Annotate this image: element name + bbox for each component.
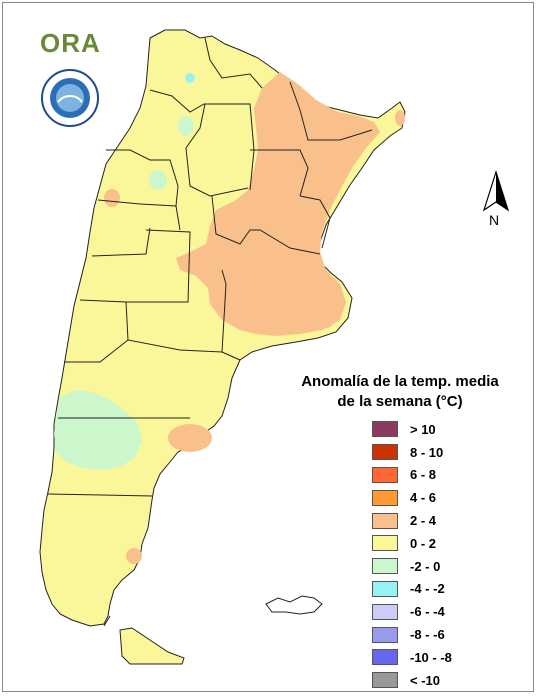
legend-swatch [372, 421, 398, 438]
legend-label: 6 - 8 [410, 467, 437, 483]
warm-area-patagonia-coast [168, 424, 212, 452]
legend-swatch [372, 444, 398, 461]
legend-item: 8 - 10 [372, 441, 452, 464]
north-label: N [489, 212, 500, 228]
legend-swatch [372, 649, 398, 666]
legend-label: -6 - -4 [410, 604, 445, 620]
legend-label: -10 - -8 [410, 649, 452, 665]
warm-area-cuyo [104, 189, 120, 207]
legend-swatch [372, 603, 398, 620]
legend-swatch [372, 558, 398, 575]
north-arrow-icon [482, 170, 510, 212]
legend-swatch [372, 466, 398, 483]
legend-item: -4 - -2 [372, 578, 452, 601]
legend-item: 4 - 6 [372, 486, 452, 509]
legend-label: -2 - 0 [410, 558, 441, 574]
legend-item: -8 - -6 [372, 623, 452, 646]
legend-swatch [372, 672, 398, 689]
legend-item: 6 - 8 [372, 464, 452, 487]
legend-title: Anomalía de la temp. media de la semana … [290, 372, 510, 412]
legend-swatch [372, 489, 398, 506]
smn-seal-icon [41, 69, 99, 127]
legend-label: 2 - 4 [410, 513, 437, 529]
province-borders [47, 37, 373, 627]
warm-area-south [126, 548, 142, 564]
warm-area-buenos-aires [319, 316, 333, 328]
legend-item: -10 - -8 [372, 646, 452, 669]
legend-item: > 10 [372, 418, 452, 441]
legend-item: -2 - 0 [372, 555, 452, 578]
legend-swatch [372, 512, 398, 529]
ora-logo: ORA [40, 28, 101, 58]
legend-title-line2: de la semana (°C) [337, 393, 463, 410]
legend-item: -6 - -4 [372, 600, 452, 623]
legend-label: < -10 [410, 672, 440, 688]
legend-label: 4 - 6 [410, 490, 437, 506]
legend-item: 2 - 4 [372, 509, 452, 532]
legend-label: > 10 [410, 421, 436, 437]
warm-area-northeast [176, 72, 380, 336]
legend-label: -4 - -2 [410, 581, 445, 597]
legend-label: -8 - -6 [410, 627, 445, 643]
legend-swatch [372, 580, 398, 597]
legend-swatch [372, 535, 398, 552]
malvinas-islands [265, 595, 323, 615]
cool-area-patagonia [54, 390, 142, 470]
legend-swatch [372, 626, 398, 643]
tierra-del-fuego [119, 627, 185, 665]
legend: > 10 8 - 10 6 - 8 4 - 6 2 - 4 0 - 2 -2 -… [372, 418, 452, 692]
cool-area-salta [178, 116, 194, 136]
legend-title-line1: Anomalía de la temp. media [301, 373, 499, 390]
warm-area-misiones [395, 110, 405, 126]
legend-item: 0 - 2 [372, 532, 452, 555]
cool-area-catamarca [149, 170, 167, 190]
legend-item: < -10 [372, 669, 452, 692]
cold-area-jujuy [185, 73, 195, 83]
legend-label: 8 - 10 [410, 444, 444, 460]
legend-label: 0 - 2 [410, 535, 437, 551]
